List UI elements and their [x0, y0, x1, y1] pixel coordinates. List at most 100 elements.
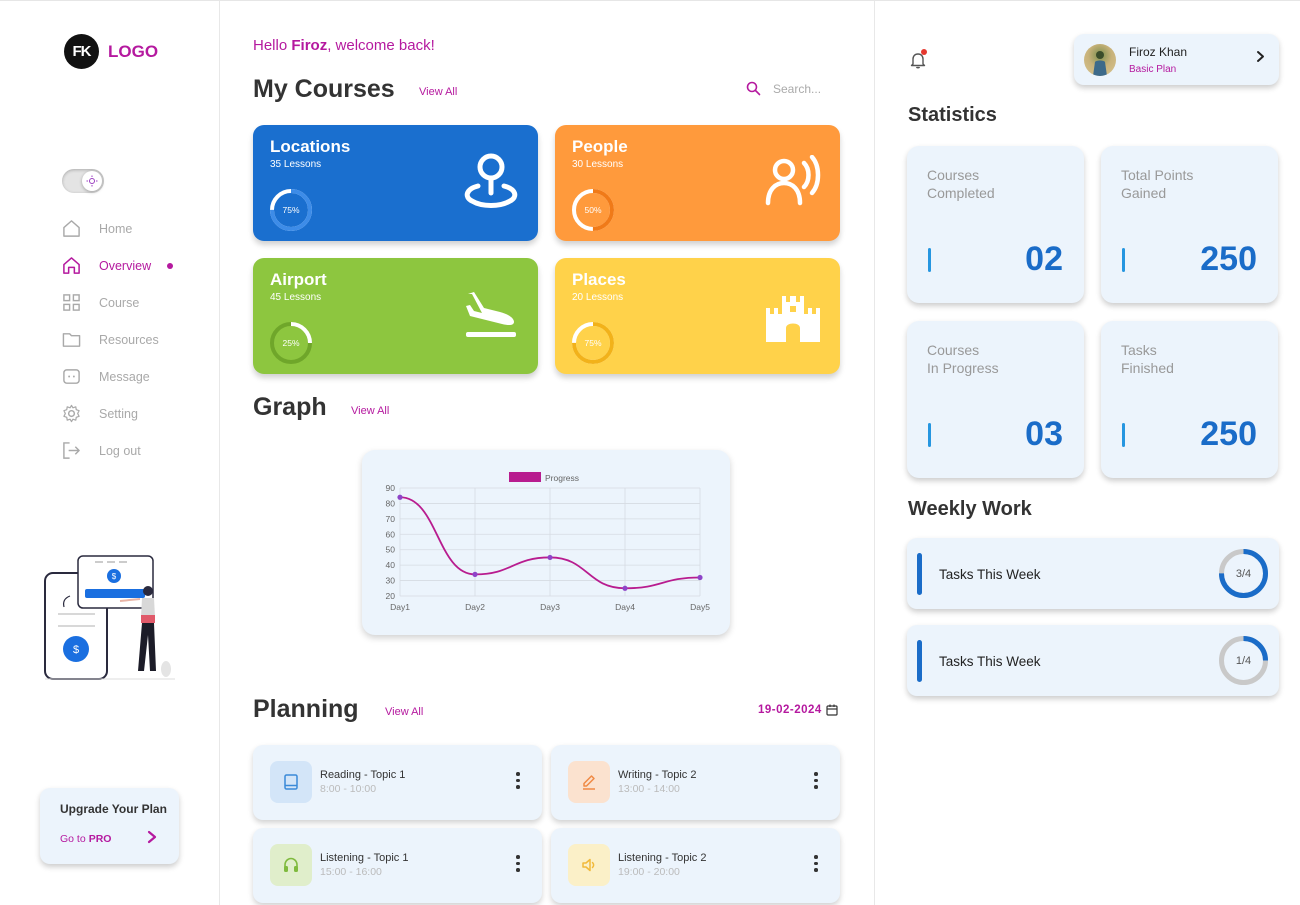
active-indicator-dot [167, 263, 173, 269]
course-progress-ring [572, 322, 614, 364]
week-count: 1/4 [1235, 654, 1252, 667]
more-vertical-icon[interactable] [814, 772, 818, 789]
course-progress-ring [270, 322, 312, 364]
weekly-task-card[interactable]: Tasks This Week 3/4 [907, 538, 1279, 609]
course-card-people[interactable]: People 30 Lessons 50% [555, 125, 840, 241]
sidebar-item-overview[interactable]: Overview [62, 247, 212, 284]
message-icon [63, 369, 80, 384]
planning-date-picker[interactable]: 19-02-2024 [758, 704, 838, 716]
plan-time: 15:00 - 16:00 [320, 866, 382, 878]
sidebar-item-message[interactable]: Message [62, 358, 212, 395]
chart-data-point [697, 574, 703, 581]
search-bar[interactable]: Search... [746, 81, 821, 96]
search-input[interactable]: Search... [773, 81, 822, 96]
logo-mark: FK [64, 34, 99, 69]
airplane-landing-icon [466, 292, 516, 337]
course-lessons: 35 Lessons [270, 159, 322, 170]
course-title: Locations [270, 137, 351, 156]
course-title: Airport [270, 270, 327, 289]
week-accent-bar [917, 553, 922, 595]
plan-time: 19:00 - 20:00 [618, 866, 680, 878]
plan-title: Listening - Topic 2 [618, 852, 707, 864]
course-lessons: 30 Lessons [572, 159, 624, 170]
svg-text:$: $ [73, 644, 79, 656]
chart-y-tick: 60 [386, 529, 396, 539]
chart-x-tick: Day3 [540, 602, 560, 612]
stat-card-tasks-finished: Tasks Finished 250 [1101, 321, 1278, 478]
stat-value: 02 [1025, 240, 1063, 278]
course-progress-ring [572, 189, 614, 231]
chart-y-tick: 40 [386, 560, 396, 570]
progress-chart: 20 30 40 50 60 70 80 90 Day1 Day2 Day3 Day4 Day5 Prog… [362, 450, 730, 635]
notification-dot [921, 49, 927, 55]
profile-card[interactable]: Firoz Khan Basic Plan [1074, 34, 1279, 85]
book-icon [270, 761, 312, 803]
sidebar-item-logout[interactable]: Log out [62, 432, 212, 469]
planning-date: 19-02-2024 [758, 704, 822, 716]
headphones-icon [270, 844, 312, 886]
go-to-pro-link[interactable]: Go to PRO [60, 833, 179, 845]
logo-text: LOGO [108, 41, 159, 61]
pencil-icon [568, 761, 610, 803]
courses-view-all-link[interactable]: View All [419, 86, 458, 98]
more-vertical-icon[interactable] [516, 855, 520, 872]
course-percent: 50% [584, 205, 602, 215]
logo[interactable]: FK LOGO [64, 34, 158, 69]
sidebar-nav: Home Overview Course Resources Message [62, 210, 212, 469]
bell-icon[interactable] [908, 50, 928, 75]
more-vertical-icon[interactable] [516, 772, 520, 789]
plan-card[interactable]: Reading - Topic 1 8:00 - 10:00 [253, 745, 542, 820]
theme-toggle[interactable] [62, 169, 104, 193]
sidebar-item-label: Overview [99, 258, 152, 273]
sidebar-item-label: Home [99, 221, 133, 236]
grid-icon [63, 294, 80, 311]
sidebar-item-setting[interactable]: Setting [62, 395, 212, 432]
stat-label: Tasks Finished [1121, 342, 1174, 376]
chevron-right-icon[interactable] [147, 828, 157, 849]
stat-value: 250 [1200, 240, 1257, 278]
week-progress-ring [1219, 636, 1268, 685]
go-to-pro-strong: PRO [88, 833, 112, 845]
graph-view-all-link[interactable]: View All [351, 405, 390, 417]
plan-time: 8:00 - 10:00 [320, 783, 377, 795]
location-pin-icon [464, 153, 518, 208]
folder-icon [62, 333, 81, 347]
speaker-icon [568, 844, 610, 886]
sidebar: FK LOGO Home Overview Course [0, 1, 220, 905]
progress-chart-svg: 20 30 40 50 60 70 80 90 Day1 Day2 Day3 Day4 Day5 Prog… [386, 472, 710, 612]
plan-card[interactable]: Listening - Topic 2 19:00 - 20:00 [551, 828, 840, 903]
plan-title: Writing - Topic 2 [618, 769, 697, 781]
sidebar-item-home[interactable]: Home [62, 210, 212, 247]
week-count: 3/4 [1235, 567, 1252, 580]
upgrade-plan-card[interactable]: Upgrade Your Plan Go to PRO [40, 788, 179, 864]
chart-data-point [397, 494, 403, 500]
statistics-title: Statistics [908, 104, 997, 126]
plan-card[interactable]: Listening - Topic 1 15:00 - 16:00 [253, 828, 542, 903]
sidebar-item-resources[interactable]: Resources [62, 321, 212, 358]
stat-label: Courses Completed [927, 167, 995, 201]
person-speaking-icon [765, 155, 821, 206]
my-courses-title: My Courses [253, 75, 395, 103]
course-card-places[interactable]: Places 20 Lessons 75% [555, 258, 840, 374]
course-card-locations[interactable]: Locations 35 Lessons 75% [253, 125, 538, 241]
sidebar-item-label: Message [99, 369, 150, 384]
sidebar-item-course[interactable]: Course [62, 284, 212, 321]
planning-title: Planning [253, 695, 359, 723]
course-title: People [572, 137, 628, 156]
plan-title: Reading - Topic 1 [320, 769, 406, 781]
course-title: Places [572, 270, 626, 289]
stat-accent-bar [928, 248, 931, 272]
course-percent: 75% [584, 338, 602, 348]
sun-icon [82, 171, 102, 191]
chevron-right-icon[interactable] [1256, 50, 1265, 68]
planning-view-all-link[interactable]: View All [385, 706, 424, 718]
plan-card[interactable]: Writing - Topic 2 13:00 - 14:00 [551, 745, 840, 820]
chart-x-tick: Day4 [615, 602, 635, 612]
plan-title: Listening - Topic 1 [320, 852, 409, 864]
weekly-task-card[interactable]: Tasks This Week 1/4 [907, 625, 1279, 696]
weekly-work-title: Weekly Work [908, 498, 1032, 520]
course-card-airport[interactable]: Airport 45 Lessons 25% [253, 258, 538, 374]
more-vertical-icon[interactable] [814, 855, 818, 872]
chart-data-point [547, 554, 553, 561]
course-lessons: 20 Lessons [572, 292, 624, 303]
